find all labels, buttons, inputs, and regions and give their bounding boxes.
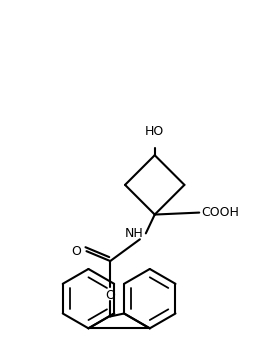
Text: COOH: COOH [201,206,239,219]
Text: HO: HO [145,125,164,139]
Text: O: O [72,245,82,258]
Text: NH: NH [125,227,144,240]
Text: O: O [105,289,115,302]
